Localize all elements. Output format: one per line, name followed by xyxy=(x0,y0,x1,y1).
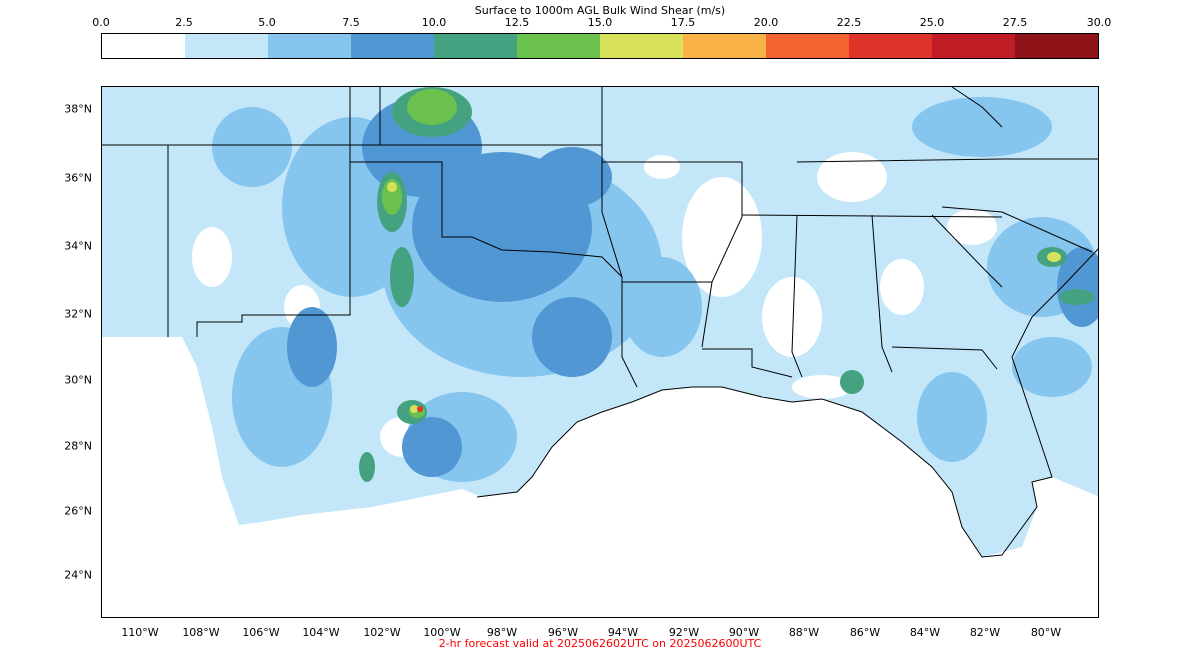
lon-label: 100°W xyxy=(423,626,461,639)
colorbar-tick-label: 22.5 xyxy=(836,16,862,29)
colorbar-tick-label: 30.0 xyxy=(1086,16,1112,29)
colorbar-bin xyxy=(1015,34,1098,58)
colorbar-bin xyxy=(683,34,766,58)
forecast-valid-caption: 2-hr forecast valid at 2025062602UTC on … xyxy=(438,637,762,650)
lon-label: 90°W xyxy=(728,626,760,639)
lon-label: 110°W xyxy=(121,626,159,639)
colorbar-tick-label: 20.0 xyxy=(753,16,779,29)
colorbar-tick-label: 5.0 xyxy=(258,16,276,29)
colorbar-bin xyxy=(102,34,185,58)
lat-label: 32°N xyxy=(64,307,92,321)
colorbar-tick-label: 12.5 xyxy=(504,16,530,29)
lon-label: 86°W xyxy=(849,626,881,639)
shear-peak xyxy=(417,406,423,412)
lon-label: 102°W xyxy=(363,626,401,639)
colorbar-tick-label: 27.5 xyxy=(1002,16,1028,29)
colorbar-bin xyxy=(268,34,351,58)
colorbar-tick-label: 15.0 xyxy=(587,16,613,29)
colorbar-tick-label: 10.0 xyxy=(421,16,447,29)
colorbar-tick-label: 7.5 xyxy=(342,16,360,29)
borders xyxy=(102,87,1098,388)
colorbar-title: Surface to 1000m AGL Bulk Wind Shear (m/… xyxy=(474,4,726,17)
lon-label: 80°W xyxy=(1030,626,1062,639)
lon-label: 106°W xyxy=(242,626,280,639)
colorbar-bin xyxy=(932,34,1015,58)
colorbar-bin xyxy=(517,34,600,58)
lat-label: 26°N xyxy=(64,504,92,518)
lat-label: 28°N xyxy=(64,439,92,453)
lon-label: 96°W xyxy=(547,626,579,639)
lon-label: 94°W xyxy=(607,626,639,639)
colorbar xyxy=(101,33,1099,59)
lon-label: 108°W xyxy=(182,626,220,639)
colorbar-bin xyxy=(434,34,517,58)
lat-label: 34°N xyxy=(64,239,92,253)
colorbar-bin xyxy=(849,34,932,58)
colorbar-tick-label: 0.0 xyxy=(92,16,110,29)
calm-areas xyxy=(192,152,997,457)
colorbar-bin xyxy=(185,34,268,58)
colorbar-bin xyxy=(351,34,434,58)
shear-12p5-15 xyxy=(382,89,457,418)
lon-label: 88°W xyxy=(788,626,820,639)
colorbar-bin xyxy=(766,34,849,58)
colorbar-bin xyxy=(600,34,683,58)
lon-label: 104°W xyxy=(302,626,340,639)
lon-label: 84°W xyxy=(909,626,941,639)
lon-label: 98°W xyxy=(486,626,518,639)
coastline xyxy=(476,248,1098,558)
colorbar-tick-label: 17.5 xyxy=(670,16,696,29)
lon-label: 82°W xyxy=(969,626,1001,639)
lat-label: 30°N xyxy=(64,373,92,387)
colorbar-tick-label: 25.0 xyxy=(919,16,945,29)
shear-15-17p5 xyxy=(387,182,1061,413)
map-panel xyxy=(101,86,1099,618)
lon-label: 92°W xyxy=(668,626,700,639)
colorbar-tick-label: 2.5 xyxy=(175,16,193,29)
lat-label: 38°N xyxy=(64,102,92,116)
wind-shear-map xyxy=(102,87,1098,558)
lat-label: 24°N xyxy=(64,568,92,582)
lat-label: 36°N xyxy=(64,171,92,185)
